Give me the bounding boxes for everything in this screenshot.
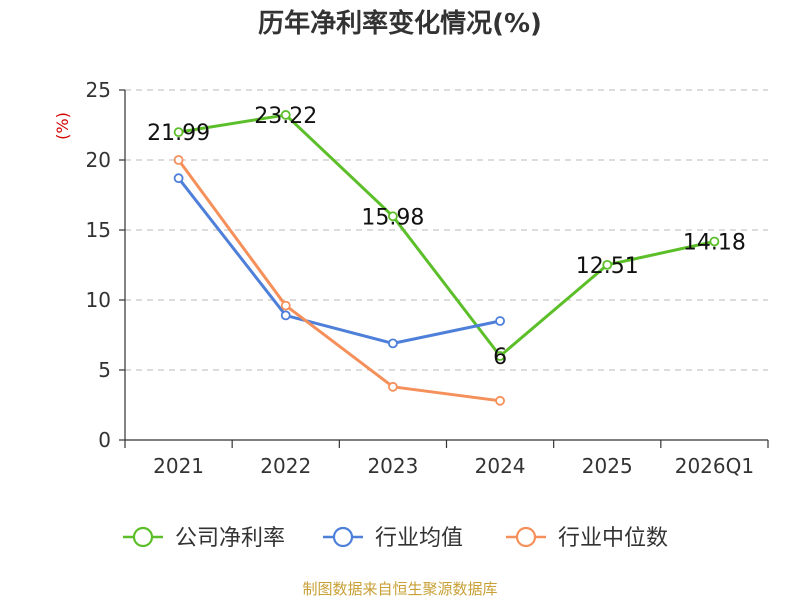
data-point-0 (602, 259, 613, 270)
legend: 公司净利率 行业均值 行业中位数 (123, 526, 668, 551)
data-point-0 (173, 127, 184, 138)
legend-marker (332, 526, 354, 548)
legend-label: 行业均值 (375, 526, 463, 551)
legend-marker (132, 526, 154, 548)
x-tick-label: 2026Q1 (675, 454, 754, 478)
y-tick-label: 5 (98, 358, 111, 382)
y-axis-unit-label: (%) (53, 112, 72, 140)
data-point-2 (495, 395, 505, 406)
data-label: 6 (493, 345, 507, 370)
data-point-1 (280, 310, 291, 321)
legend-item-2[interactable]: 行业中位数 (506, 526, 668, 551)
data-point-0 (280, 110, 291, 120)
data-point-1 (388, 338, 398, 349)
source-note: 制图数据来自恒生聚源数据库 (302, 580, 497, 598)
y-tick-label: 20 (86, 148, 111, 172)
data-label: 14.18 (683, 230, 746, 255)
data-label: 15.98 (361, 205, 424, 230)
x-tick-label: 2024 (475, 454, 526, 478)
series-line-0 (178, 113, 715, 358)
chart-title: 历年净利率变化情况(%) (258, 8, 542, 39)
legend-item-0[interactable]: 公司净利率 (123, 526, 285, 551)
series-lines (173, 110, 720, 406)
legend-marker (515, 526, 537, 548)
data-labels: 21.99 23.22 15.98 6 12.51 14.18 (147, 104, 746, 370)
legend-label: 公司净利率 (175, 526, 285, 551)
data-point-0 (388, 211, 398, 222)
legend-label: 行业中位数 (558, 526, 668, 551)
data-point-0 (495, 351, 505, 361)
data-point-2 (173, 155, 184, 165)
x-tick-label: 2022 (260, 454, 311, 478)
data-point-1 (495, 316, 505, 326)
series-line-2 (177, 159, 501, 403)
data-point-2 (388, 381, 398, 392)
x-tick-label: 2025 (582, 454, 633, 478)
x-tick-label: 2023 (367, 454, 418, 478)
y-tick-label: 0 (98, 428, 111, 452)
data-point-2 (280, 300, 291, 311)
x-tick-label: 2021 (153, 454, 204, 478)
data-label: 21.99 (147, 121, 210, 146)
legend-item-1[interactable]: 行业均值 (323, 526, 463, 551)
y-tick-label: 25 (86, 78, 111, 102)
data-label: 12.51 (576, 254, 639, 279)
grid-lines (125, 89, 768, 371)
data-point-1 (173, 173, 184, 184)
series-line-1 (177, 177, 501, 345)
data-point-0 (709, 236, 720, 247)
y-tick-label: 10 (86, 288, 111, 312)
y-tick-label: 15 (86, 218, 111, 242)
data-label: 23.22 (254, 104, 317, 129)
